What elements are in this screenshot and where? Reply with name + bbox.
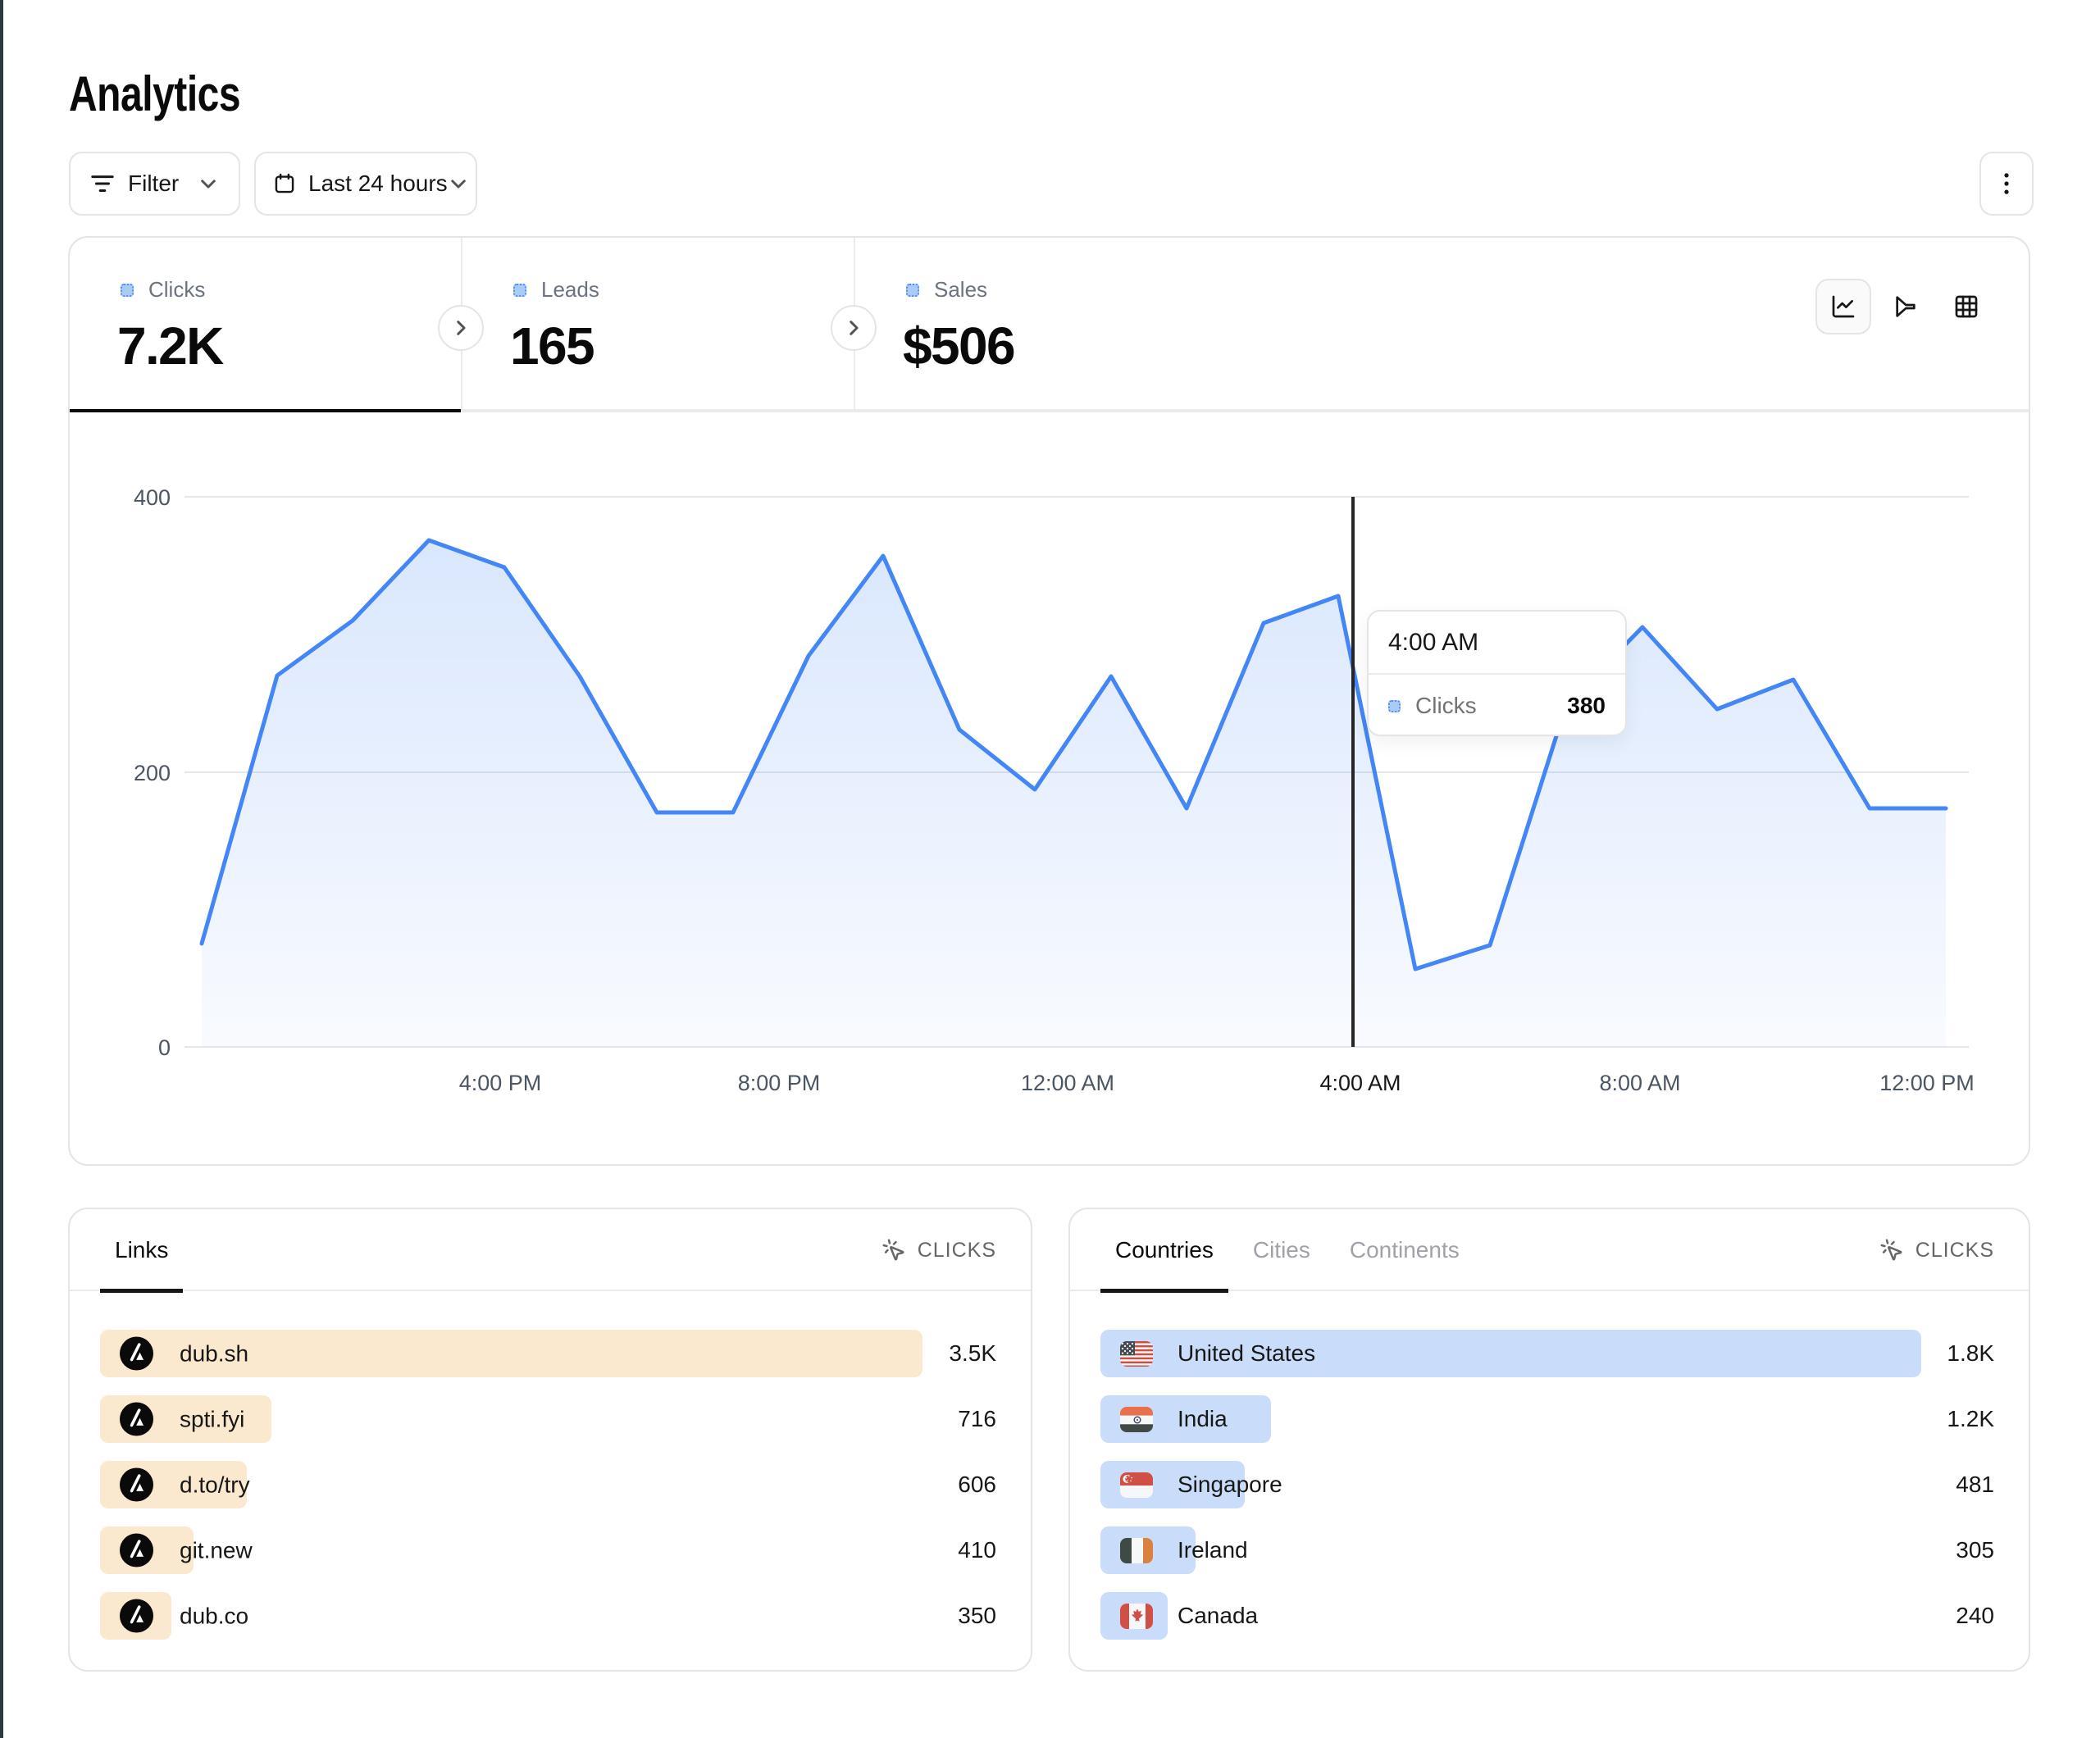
svg-text:400: 400 (134, 485, 171, 510)
svg-text:12:00 PM: 12:00 PM (1879, 1071, 1975, 1095)
svg-text:0: 0 (158, 1035, 171, 1060)
svg-text:12:00 AM: 12:00 AM (1021, 1071, 1114, 1095)
svg-text:200: 200 (134, 761, 171, 785)
svg-text:8:00 AM: 8:00 AM (1599, 1071, 1680, 1095)
svg-text:8:00 PM: 8:00 PM (738, 1071, 821, 1095)
svg-text:4:00 PM: 4:00 PM (459, 1071, 542, 1095)
svg-text:4:00 AM: 4:00 AM (1319, 1071, 1401, 1095)
